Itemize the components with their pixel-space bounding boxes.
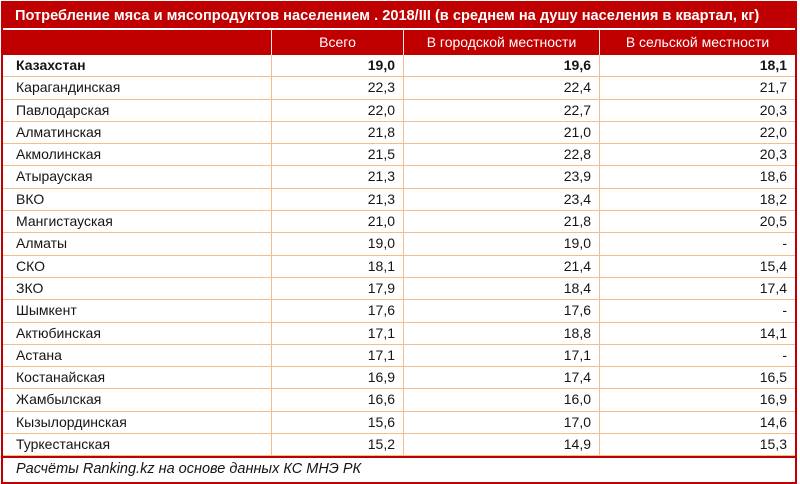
table-row: Алматинская 21,8 21,0 22,0 — [3, 121, 795, 145]
table-title: Потребление мяса и мясопродуктов населен… — [3, 3, 795, 30]
value-cell: 16,9 — [271, 367, 403, 390]
value-cell: 15,4 — [599, 255, 795, 278]
table-row: Актюбинская 17,1 18,8 14,1 — [3, 322, 795, 345]
column-header: Всего — [271, 30, 403, 55]
table-row: Кызылординская 15,6 17,0 14,6 — [3, 411, 795, 435]
value-cell: - — [599, 344, 795, 368]
table-row: Шымкент 17,6 17,6- — [3, 300, 795, 323]
value-cell: 22,7 — [403, 99, 599, 122]
table-row: Павлодарская 22,0 22,7 20,3 — [3, 99, 795, 122]
value-cell: 21,3 — [271, 166, 403, 189]
value-cell: 23,9 — [403, 166, 599, 189]
value-cell: 23,4 — [403, 188, 599, 212]
value-cell: 17,4 — [403, 367, 599, 390]
header-row: Всего В городской местности В сельской мес… — [3, 30, 795, 55]
value-cell: 22,8 — [403, 144, 599, 167]
column-header: В сельской местности — [599, 30, 795, 55]
value-cell: 15,2 — [271, 434, 403, 457]
value-cell: 18,4 — [403, 277, 599, 301]
value-cell: 15,6 — [271, 411, 403, 435]
corner-cell — [3, 30, 271, 55]
region-cell: Актюбинская — [3, 323, 271, 345]
value-cell: 21,0 — [271, 211, 403, 234]
region-cell: Туркестанская — [3, 434, 271, 457]
region-cell: Костанайская — [3, 367, 271, 390]
table-row: Астана 17,1 17,1- — [3, 344, 795, 368]
region-cell: Шымкент — [3, 300, 271, 323]
table-row: ЗКО 17,9 18,4 17,4 — [3, 277, 795, 301]
value-cell: 21,0 — [403, 121, 599, 145]
value-cell: 18,2 — [599, 188, 795, 212]
value-cell: 18,8 — [403, 322, 599, 345]
value-cell: 16,6 — [271, 389, 403, 412]
value-cell: 18,1 — [271, 255, 403, 278]
value-cell: 19,0 — [403, 233, 599, 256]
region-cell: Алматы — [3, 233, 271, 256]
table-row: Жамбылская 16,6 16,0 16,9 — [3, 389, 795, 412]
value-cell: 19,6 — [403, 55, 599, 78]
table-row: Туркестанская 15,2 14,9 15,3 — [3, 434, 795, 457]
value-cell: 22,0 — [271, 99, 403, 122]
region-cell: ЗКО — [3, 278, 271, 301]
column-header: В городской местности — [403, 30, 599, 55]
value-cell: 22,0 — [599, 121, 795, 145]
table-row: Алматы 19,0 19,0- — [3, 233, 795, 256]
region-cell: Жамбылская — [3, 389, 271, 412]
value-cell: 21,8 — [271, 121, 403, 145]
value-cell: 17,1 — [271, 322, 403, 345]
value-cell: - — [599, 233, 795, 256]
value-cell: 16,5 — [599, 367, 795, 390]
value-cell: 16,9 — [599, 389, 795, 412]
value-cell: 14,9 — [403, 434, 599, 457]
value-cell: 14,1 — [599, 322, 795, 345]
value-cell: 19,0 — [271, 233, 403, 256]
region-cell: Кызылординская — [3, 412, 271, 435]
value-cell: 17,9 — [271, 277, 403, 301]
value-cell: 17,6 — [403, 300, 599, 323]
value-cell: 17,6 — [271, 300, 403, 323]
value-cell: 22,3 — [271, 77, 403, 100]
value-cell: 21,4 — [403, 255, 599, 278]
table-row: Мангистауская 21,0 21,8 20,5 — [3, 211, 795, 234]
value-cell: 21,7 — [599, 77, 795, 100]
value-cell: 20,3 — [599, 144, 795, 167]
table-row: СКО 18,1 21,4 15,4 — [3, 255, 795, 278]
region-cell: ВКО — [3, 189, 271, 212]
value-cell: 20,3 — [599, 99, 795, 122]
value-cell: 20,5 — [599, 211, 795, 234]
value-cell: 17,1 — [271, 344, 403, 368]
region-cell: Атырауская — [3, 166, 271, 189]
value-cell: 21,3 — [271, 188, 403, 212]
value-cell: 19,0 — [271, 55, 403, 78]
table-row: Казахстан 19,0 19,6 18,1 — [3, 55, 795, 78]
table-row: ВКО 21,3 23,4 18,2 — [3, 188, 795, 212]
value-cell: 18,6 — [599, 166, 795, 189]
table-row: Костанайская 16,9 17,4 16,5 — [3, 367, 795, 390]
value-cell: 21,8 — [403, 211, 599, 234]
region-cell: Мангистауская — [3, 211, 271, 234]
region-cell: СКО — [3, 256, 271, 278]
table-body: Казахстан 19,0 19,6 18,1 Карагандинская 22,3 2… — [3, 55, 795, 457]
region-cell: Казахстан — [3, 55, 271, 78]
table-row: Карагандинская 22,3 22,4 21,7 — [3, 77, 795, 100]
value-cell: 16,0 — [403, 389, 599, 412]
value-cell: 15,3 — [599, 434, 795, 457]
value-cell: 22,4 — [403, 77, 599, 100]
value-cell: - — [599, 300, 795, 323]
region-cell: Алматинская — [3, 122, 271, 145]
source-note: Расчёты Ranking.kz на основе данных КС М… — [3, 456, 795, 482]
value-cell: 14,6 — [599, 411, 795, 435]
table-row: Атырауская 21,3 23,9 18,6 — [3, 166, 795, 189]
value-cell: 18,1 — [599, 55, 795, 78]
region-cell: Акмолинская — [3, 144, 271, 167]
region-cell: Карагандинская — [3, 77, 271, 100]
value-cell: 17,1 — [403, 344, 599, 368]
value-cell: 21,5 — [271, 144, 403, 167]
value-cell: 17,4 — [599, 277, 795, 301]
region-cell: Павлодарская — [3, 100, 271, 122]
region-cell: Астана — [3, 345, 271, 368]
value-cell: 17,0 — [403, 411, 599, 435]
table-row: Акмолинская 21,5 22,8 20,3 — [3, 144, 795, 167]
